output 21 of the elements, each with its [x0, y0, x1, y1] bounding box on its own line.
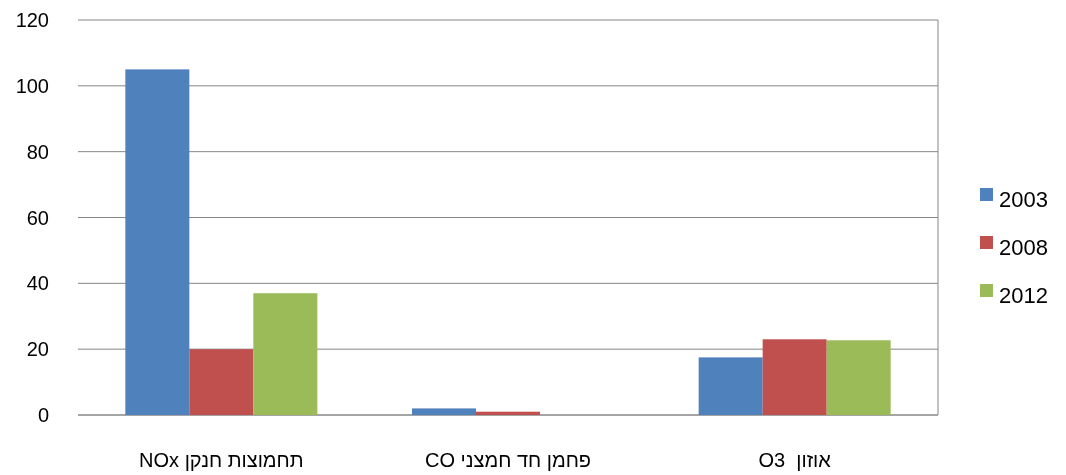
bar — [762, 339, 827, 415]
y-tick-label: 100 — [15, 74, 49, 97]
y-tick-label: 20 — [26, 338, 49, 361]
bar — [253, 293, 318, 415]
x-tick-label: תחמוצות חנקן NOx — [139, 449, 304, 471]
y-tick-label: 80 — [26, 140, 49, 163]
y-tick-label: 120 — [15, 9, 49, 31]
bar — [476, 411, 540, 415]
bar — [412, 408, 476, 415]
y-tick-label: 40 — [26, 272, 49, 295]
x-tick-label: אוזון O3 — [758, 449, 832, 471]
x-tick-label: פחמן חד חמצני CO — [425, 449, 591, 471]
y-tick-label: 0 — [37, 404, 49, 426]
bar — [826, 340, 891, 415]
legend-label: 2008 — [999, 235, 1048, 260]
y-tick-label: 60 — [26, 206, 49, 229]
bar — [189, 349, 254, 415]
bar — [698, 357, 763, 415]
bar — [125, 69, 190, 415]
legend-label: 2012 — [999, 283, 1048, 308]
legend-label: 2003 — [999, 187, 1048, 212]
